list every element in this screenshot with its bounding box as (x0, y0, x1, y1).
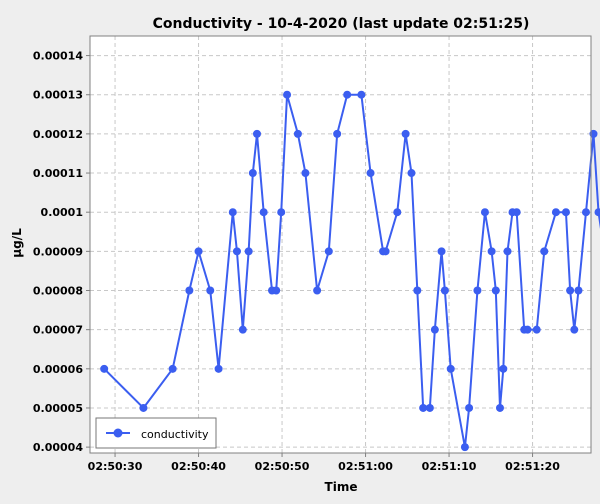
data-point (473, 286, 482, 295)
data-point (248, 169, 257, 178)
data-point (283, 90, 292, 99)
data-point (430, 325, 439, 334)
data-point (581, 208, 590, 217)
data-point (381, 247, 390, 256)
data-point (206, 286, 215, 295)
x-axis-label: Time (325, 480, 358, 494)
x-tick-label: 02:50:30 (88, 460, 143, 473)
data-point (419, 403, 428, 412)
data-point (495, 403, 504, 412)
data-point (366, 169, 375, 178)
data-point (551, 208, 560, 217)
x-tick-label: 02:50:40 (171, 460, 226, 473)
data-point (313, 286, 322, 295)
legend-swatch-marker (113, 428, 123, 438)
y-tick-label: 0.00013 (33, 89, 83, 102)
data-point (460, 443, 469, 452)
data-point (401, 129, 410, 138)
data-point (139, 403, 148, 412)
y-tick-label: 0.00011 (33, 167, 83, 180)
data-point (301, 169, 310, 178)
data-point (244, 247, 253, 256)
x-tick-label: 02:50:50 (255, 460, 310, 473)
data-point (512, 208, 521, 217)
data-point (259, 208, 268, 217)
data-point (168, 364, 177, 373)
data-point (574, 286, 583, 295)
data-point (523, 325, 532, 334)
data-point (277, 208, 286, 217)
data-point (566, 286, 575, 295)
y-tick-label: 0.00014 (33, 50, 83, 63)
chart-title: Conductivity - 10-4-2020 (last update 02… (153, 16, 530, 32)
data-point (293, 129, 302, 138)
plot-border (89, 35, 592, 454)
data-point (343, 90, 352, 99)
y-tick-label: 0.00009 (33, 245, 83, 258)
y-tick-label: 0.00005 (33, 402, 83, 415)
data-point (532, 325, 541, 334)
data-point (465, 403, 474, 412)
y-tick-label: 0.00007 (33, 324, 83, 337)
y-tick-label: 0.00004 (33, 441, 83, 454)
y-tick-label: 0.00012 (33, 128, 83, 141)
y-axis-label: µg/L (10, 228, 24, 258)
y-tick-label: 0.00008 (33, 285, 83, 298)
data-point (228, 208, 237, 217)
legend: conductivity (95, 417, 217, 449)
series-line (103, 93, 600, 449)
data-point (437, 247, 446, 256)
series-conductivity (100, 90, 600, 452)
data-point (561, 208, 570, 217)
legend-entry-conductivity: conductivity (141, 428, 209, 441)
data-point (324, 247, 333, 256)
data-point (425, 403, 434, 412)
x-tick-label: 02:51:00 (338, 460, 393, 473)
data-point (100, 364, 109, 373)
data-point (446, 364, 455, 373)
data-point (594, 208, 600, 217)
y-tick-label: 0.00006 (33, 363, 83, 376)
data-point (540, 247, 549, 256)
y-tick-label: 0.0001 (41, 206, 83, 219)
data-point (413, 286, 422, 295)
data-point (407, 169, 416, 178)
plot-area (90, 36, 591, 453)
data-point (214, 364, 223, 373)
data-point (238, 325, 247, 334)
data-point (393, 208, 402, 217)
data-point (194, 247, 203, 256)
data-point (272, 286, 281, 295)
data-point (185, 286, 194, 295)
data-point (232, 247, 241, 256)
data-point (499, 364, 508, 373)
data-point (357, 90, 366, 99)
x-tick-label: 02:51:20 (505, 460, 560, 473)
x-tick-label: 02:51:10 (422, 460, 477, 473)
data-point (503, 247, 512, 256)
data-point (440, 286, 449, 295)
data-point (487, 247, 496, 256)
data-point (491, 286, 500, 295)
data-point (480, 208, 489, 217)
data-point (333, 129, 342, 138)
data-point (589, 129, 598, 138)
data-point (570, 325, 579, 334)
data-point (253, 129, 261, 138)
